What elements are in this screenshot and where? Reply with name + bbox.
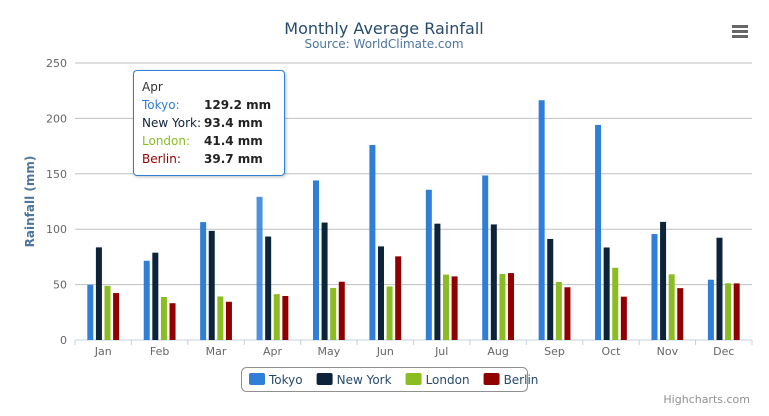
y-tick-label: 100: [46, 223, 67, 236]
y-tick-label: 150: [46, 168, 67, 181]
y-tick-label: 250: [46, 57, 67, 70]
bar-london[interactable]: [217, 296, 224, 340]
chart-subtitle: Source: WorldClimate.com: [304, 37, 463, 51]
tooltip-row: Berlin: 39.7 mm: [142, 152, 282, 166]
tooltip-header: Apr: [142, 80, 163, 94]
bar-london[interactable]: [668, 274, 675, 340]
legend-item[interactable]: Berlin: [504, 373, 539, 387]
legend-symbol[interactable]: [483, 373, 500, 385]
tooltip-series-name: Berlin:: [142, 152, 181, 166]
bar-new-york[interactable]: [603, 247, 610, 340]
bar-tokyo[interactable]: [425, 189, 432, 340]
bar-new-york[interactable]: [265, 236, 272, 340]
legend-item[interactable]: London: [426, 373, 470, 387]
tooltip-series-name: Tokyo:: [142, 98, 180, 112]
tooltip-value: 129.2 mm: [204, 98, 272, 112]
bar-berlin[interactable]: [169, 303, 176, 340]
bar-berlin[interactable]: [620, 296, 627, 340]
x-tick-label: Apr: [263, 345, 283, 358]
x-tick-label: Sep: [544, 345, 565, 358]
bar-london[interactable]: [725, 283, 732, 340]
credits-link[interactable]: Highcharts.com: [663, 393, 750, 406]
bar-new-york[interactable]: [208, 230, 215, 340]
bar-new-york[interactable]: [660, 221, 667, 340]
y-tick-label: 50: [53, 279, 67, 292]
x-tick-label: Aug: [487, 345, 508, 358]
bar-london[interactable]: [330, 287, 337, 340]
x-tick-label: Nov: [657, 345, 679, 358]
y-tick-label: 200: [46, 112, 67, 125]
tooltip-series-name: New York:: [142, 116, 201, 130]
bar-berlin[interactable]: [395, 256, 402, 340]
bar-berlin[interactable]: [564, 287, 571, 340]
bar-new-york[interactable]: [321, 222, 328, 340]
tooltip: Apr Tokyo: 129.2 mm New York: 93.4 mm Lond…: [133, 70, 285, 176]
x-tick-label: Mar: [206, 345, 227, 358]
bar-new-york[interactable]: [490, 224, 497, 340]
bar-berlin[interactable]: [113, 293, 120, 340]
bar-berlin[interactable]: [508, 273, 515, 340]
bar-tokyo[interactable]: [538, 100, 545, 341]
hamburger-menu-icon[interactable]: [732, 25, 748, 38]
tooltip-value: 39.7 mm: [204, 152, 263, 166]
bar-new-york[interactable]: [152, 252, 159, 340]
tooltip-row: Tokyo: 129.2 mm: [142, 98, 282, 112]
legend-item[interactable]: Tokyo: [268, 373, 303, 387]
tooltip-row: London: 41.4 mm: [142, 134, 282, 148]
bar-berlin[interactable]: [225, 301, 232, 340]
legend-symbol[interactable]: [405, 373, 422, 385]
x-tick-label: Jan: [94, 345, 112, 358]
bar-london[interactable]: [273, 294, 280, 340]
bar-berlin[interactable]: [733, 283, 740, 340]
bar-london[interactable]: [386, 286, 393, 340]
x-tick-label: Dec: [713, 345, 734, 358]
bar-tokyo[interactable]: [482, 175, 489, 340]
bar-new-york[interactable]: [434, 223, 441, 340]
legend-symbol[interactable]: [316, 373, 333, 385]
bar-tokyo[interactable]: [256, 196, 263, 340]
bar-berlin[interactable]: [451, 276, 458, 340]
y-tick-label: 0: [60, 334, 67, 347]
bar-tokyo[interactable]: [707, 279, 714, 340]
legend-item[interactable]: New York: [337, 373, 392, 387]
bar-new-york[interactable]: [716, 237, 723, 340]
bar-berlin[interactable]: [282, 296, 289, 340]
bar-tokyo[interactable]: [200, 222, 207, 340]
tooltip-value: 41.4 mm: [204, 134, 263, 148]
bar-london[interactable]: [499, 273, 506, 340]
bar-london[interactable]: [104, 285, 111, 340]
bar-london[interactable]: [555, 281, 562, 340]
bar-london[interactable]: [160, 297, 167, 340]
tooltip-value: 93.4 mm: [204, 116, 263, 130]
x-tick-label: May: [318, 345, 341, 358]
legend-symbol[interactable]: [249, 373, 265, 385]
bar-new-york[interactable]: [377, 246, 384, 340]
bar-tokyo[interactable]: [87, 284, 94, 340]
x-tick-label: Oct: [601, 345, 621, 358]
y-axis-title: Rainfall (mm): [23, 156, 37, 248]
bar-tokyo[interactable]: [595, 124, 602, 341]
bar-london[interactable]: [612, 267, 619, 340]
legend-box: [241, 367, 528, 392]
bar-tokyo[interactable]: [312, 180, 319, 340]
bar-berlin[interactable]: [338, 281, 345, 340]
bar-berlin[interactable]: [677, 288, 684, 340]
x-tick-label: Feb: [150, 345, 169, 358]
tooltip-row: New York: 93.4 mm: [142, 116, 282, 130]
bar-tokyo[interactable]: [143, 260, 150, 340]
bar-tokyo[interactable]: [651, 234, 658, 340]
chart-title: Monthly Average Rainfall: [284, 19, 483, 38]
x-tick-label: Jul: [434, 345, 448, 358]
tooltip-series-name: London:: [142, 134, 191, 148]
bar-new-york[interactable]: [95, 247, 102, 340]
x-tick-label: Jun: [376, 345, 394, 358]
bar-tokyo[interactable]: [369, 144, 376, 340]
bar-new-york[interactable]: [547, 238, 554, 340]
bar-london[interactable]: [443, 274, 450, 340]
